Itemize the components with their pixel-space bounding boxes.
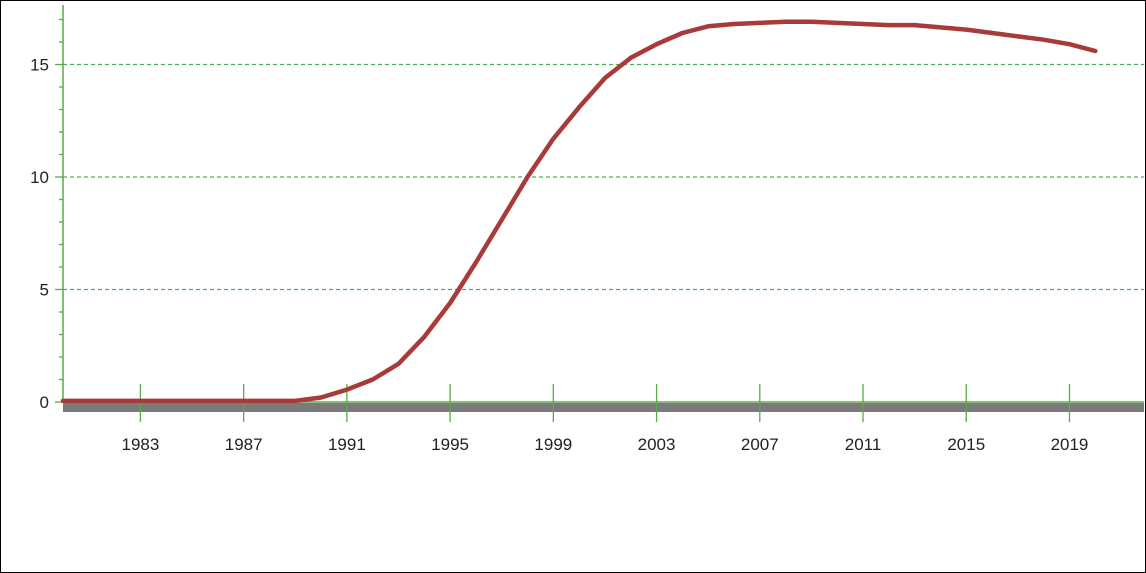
baseline-band — [63, 403, 1144, 412]
y-tick-label: 15 — [30, 56, 49, 75]
x-tick-label: 1995 — [431, 435, 469, 454]
x-tick-label: 2019 — [1051, 435, 1089, 454]
series — [60, 19, 1098, 404]
x-tick-label: 1991 — [328, 435, 366, 454]
gridlines — [63, 63, 1144, 291]
x-tick-label: 1983 — [122, 435, 160, 454]
axes — [55, 5, 1144, 422]
x-tick-label: 2015 — [947, 435, 985, 454]
x-tick-label: 1987 — [225, 435, 263, 454]
y-tick-label: 10 — [30, 168, 49, 187]
series-line — [60, 19, 1098, 404]
y-tick-label: 0 — [40, 393, 49, 412]
y-tick-label: 5 — [40, 281, 49, 300]
x-tick-label: 1999 — [534, 435, 572, 454]
x-tick-label: 2011 — [845, 435, 882, 454]
x-tick-label: 2007 — [741, 435, 779, 454]
x-tick-label: 2003 — [638, 435, 676, 454]
tick-labels: 0 5 10 15 1983 1987 1991 1995 1999 2003 2007 2011 20… — [30, 56, 1088, 455]
